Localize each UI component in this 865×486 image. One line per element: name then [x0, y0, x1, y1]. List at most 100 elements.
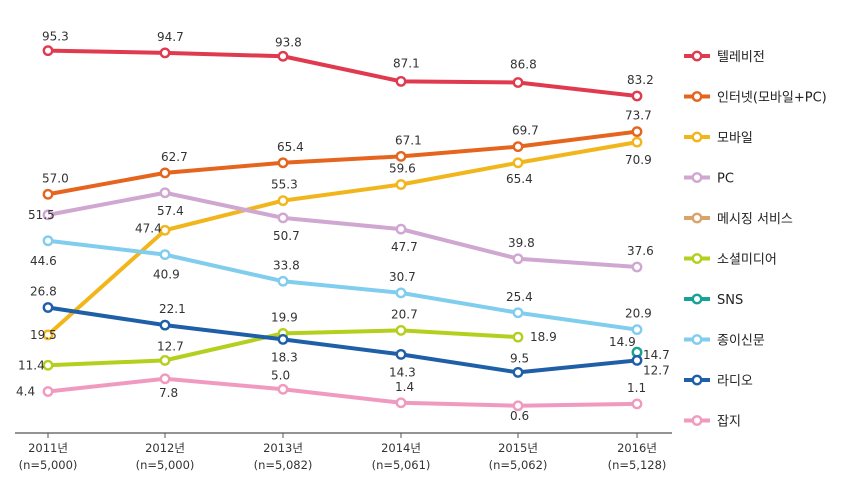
data-point	[277, 195, 289, 207]
data-label: 57.4	[157, 204, 184, 218]
x-tick-label: 2015년	[498, 441, 538, 455]
data-point	[159, 319, 171, 331]
legend-label: PC	[717, 172, 734, 187]
data-label: 51.5	[28, 208, 55, 222]
data-point	[42, 329, 54, 341]
series-line	[47, 48, 638, 98]
data-point	[159, 224, 171, 236]
x-tick-label: (n=5,000)	[136, 458, 195, 472]
x-axis: 2011년 (n=5,000) 2012년 (n=5,000) 2013년 (n=5,08…	[15, 432, 672, 472]
data-label: 20.7	[391, 307, 418, 321]
data-point	[277, 383, 289, 395]
series-line	[46, 140, 638, 337]
data-label: 9.5	[510, 351, 529, 365]
legend-label: 모바일	[717, 131, 753, 146]
data-point	[512, 400, 524, 412]
data-point	[42, 386, 54, 397]
data-label: 26.8	[30, 285, 57, 299]
series-line	[47, 129, 638, 197]
data-point	[512, 253, 524, 265]
data-label: 33.8	[273, 258, 300, 272]
data-point	[42, 188, 54, 200]
legend-label: 텔레비전	[717, 50, 765, 65]
legend-swatch-marker	[691, 172, 703, 183]
data-label: 87.1	[393, 56, 420, 70]
x-tick-label: 2013년	[263, 441, 303, 455]
data-label: 20.9	[625, 307, 652, 321]
data-label: 40.9	[153, 268, 180, 282]
x-tick-label: (n=5,062)	[489, 458, 548, 472]
data-point	[42, 235, 54, 247]
data-label: 14.3	[389, 365, 416, 379]
data-point	[631, 398, 643, 410]
data-label: 1.4	[395, 380, 414, 394]
series-line	[47, 238, 638, 332]
data-label: 5.0	[271, 368, 290, 382]
data-point	[395, 287, 407, 299]
data-label: 65.4	[277, 140, 304, 154]
data-point	[631, 261, 643, 273]
data-label: 65.4	[506, 172, 533, 186]
data-point	[42, 209, 54, 221]
legend-swatch-marker	[691, 212, 703, 224]
data-point	[159, 373, 171, 385]
x-tick-label: (n=5,128)	[608, 458, 667, 472]
data-point	[512, 77, 524, 88]
legend-label: 메시징 서비스	[717, 212, 793, 227]
data-point	[277, 157, 289, 169]
data-point	[159, 354, 171, 366]
legend-label: SNS	[717, 293, 743, 308]
legend-swatch-marker	[691, 131, 703, 143]
data-label: 30.7	[389, 270, 416, 284]
data-point	[159, 249, 171, 261]
data-label: 83.2	[627, 73, 654, 87]
legend-label: 인터넷(모바일+PC)	[717, 91, 827, 106]
data-point	[277, 333, 289, 345]
series-line	[47, 190, 638, 269]
x-tick-label: 2016년	[617, 441, 657, 455]
data-point	[631, 126, 643, 138]
data-label: 11.4	[18, 358, 45, 372]
legend-label: 라디오	[717, 374, 753, 389]
data-label: 70.9	[625, 153, 652, 167]
data-point	[631, 136, 643, 148]
data-label: 59.6	[389, 162, 416, 176]
data-point	[395, 150, 407, 162]
legend-swatch-marker	[691, 334, 703, 345]
data-point	[395, 348, 407, 360]
data-point	[512, 157, 524, 169]
data-labels: 95.3 94.7 93.8 87.1 86.8 83.2 57.0 62.7 65.4 67.1…	[16, 30, 670, 423]
data-label: 62.7	[161, 150, 188, 164]
data-point	[159, 187, 171, 199]
legend-swatch-marker	[691, 293, 703, 305]
data-point	[395, 223, 407, 235]
data-label: 19.9	[271, 310, 298, 324]
data-points	[42, 45, 643, 412]
data-label: 39.8	[508, 236, 535, 250]
data-point	[395, 75, 407, 87]
data-label: 95.3	[42, 30, 69, 44]
data-point	[395, 179, 407, 190]
data-label: 1.1	[627, 381, 646, 395]
data-label: 14.7	[643, 348, 670, 362]
data-point	[395, 397, 407, 409]
data-label: 18.9	[530, 330, 557, 344]
data-label: 19.5	[30, 328, 57, 342]
legend-swatch-marker	[691, 91, 703, 102]
data-label: 44.6	[30, 254, 57, 268]
data-label: 55.3	[271, 178, 298, 192]
data-point	[277, 212, 289, 224]
data-point	[631, 324, 643, 336]
x-tick-label: 2014년	[381, 441, 421, 455]
legend-label: 잡지	[717, 415, 741, 430]
x-tick-label: (n=5,000)	[19, 458, 78, 472]
data-point	[512, 366, 524, 378]
data-point	[631, 354, 643, 366]
data-label: 67.1	[395, 133, 422, 147]
legend-swatch-marker	[691, 374, 703, 386]
data-label: 69.7	[512, 124, 539, 138]
data-point	[42, 45, 54, 57]
data-point	[159, 167, 171, 179]
